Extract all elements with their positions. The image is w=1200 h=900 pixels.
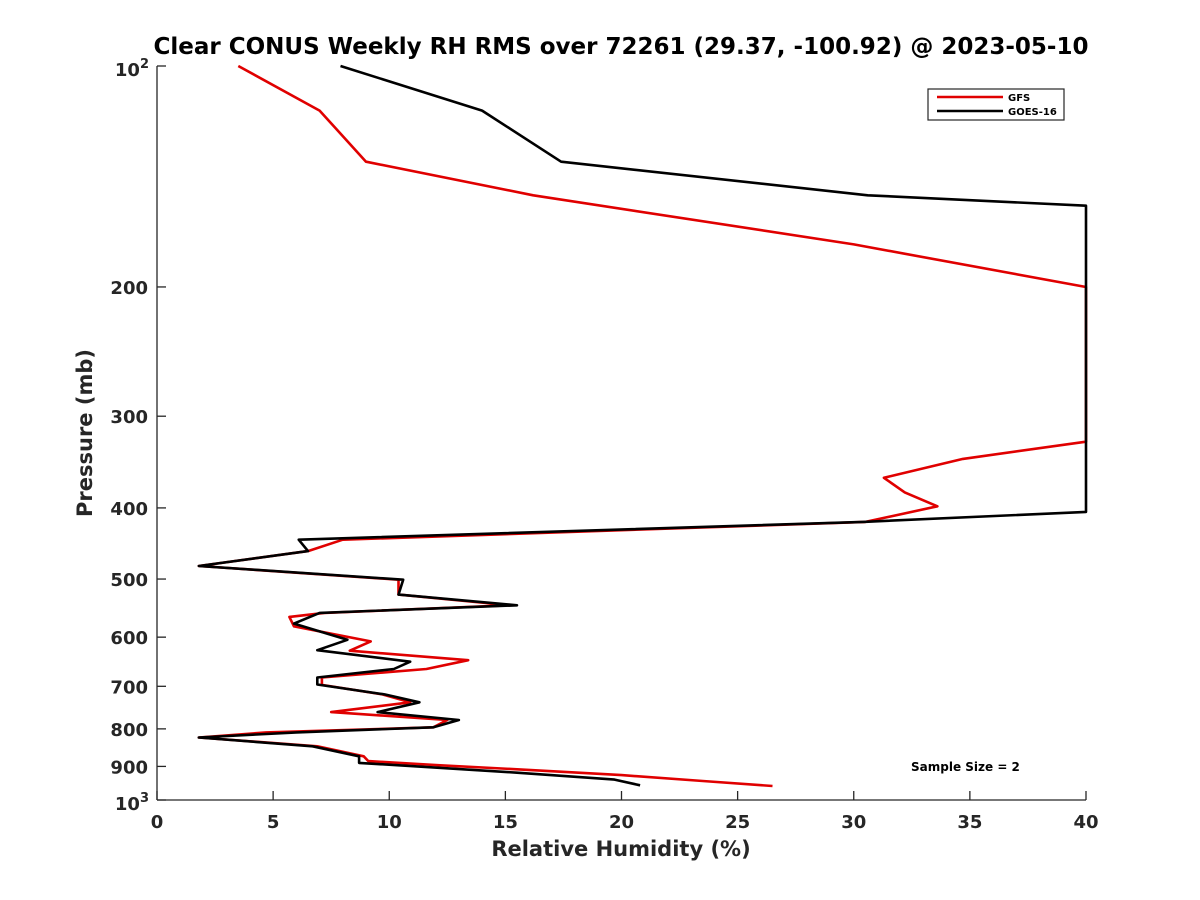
y-tick-label: 700 (110, 677, 148, 698)
x-axis-label: Relative Humidity (%) (491, 837, 750, 861)
series-line-goes-16 (197, 64, 1088, 787)
x-tick-label: 25 (725, 812, 750, 833)
x-tick-label: 15 (493, 812, 518, 833)
x-tick-label: 40 (1073, 812, 1098, 833)
x-tick-label: 5 (267, 812, 280, 833)
x-tick-label: 35 (957, 812, 982, 833)
sample-size-annotation: Sample Size = 2 (911, 760, 1020, 774)
y-tick-label: 500 (110, 570, 148, 591)
series-line-gfs (197, 64, 1088, 788)
y-tick-label: 200 (110, 278, 148, 299)
y-tick-label: 900 (110, 757, 148, 778)
legend-label-gfs: GFS (1008, 93, 1030, 104)
y-tick-label: 103 (115, 791, 149, 815)
y-tick-label: 102 (115, 57, 149, 81)
axes-layer (156, 66, 1086, 801)
x-tick-label: 10 (377, 812, 402, 833)
ticks-layer: 0 5 10 15 20 25 30 35 40 102 200 300 400 500 600 700 800… (110, 57, 1098, 833)
chart-title: Clear CONUS Weekly RH RMS over 72261 (29… (154, 34, 1089, 60)
legend: GFS GOES-16 (927, 88, 1065, 121)
x-tick-label: 0 (151, 812, 164, 833)
y-tick-label: 600 (110, 628, 148, 649)
x-tick-label: 20 (609, 812, 634, 833)
x-tick-label: 30 (841, 812, 866, 833)
series-layer (197, 64, 1088, 788)
legend-box (927, 88, 1065, 121)
y-axis-label: Pressure (mb) (73, 349, 97, 517)
y-tick-label: 400 (110, 499, 148, 520)
y-tick-label: 300 (110, 407, 148, 428)
y-tick-label: 800 (110, 720, 148, 741)
legend-label-goes-16: GOES-16 (1008, 107, 1057, 118)
